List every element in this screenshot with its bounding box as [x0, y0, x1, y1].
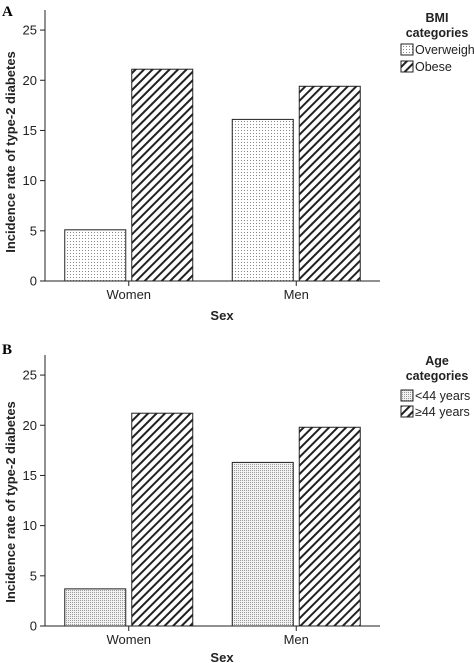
legend-swatch-under-44	[400, 389, 414, 402]
y-tick-label: 10	[23, 173, 37, 188]
bar-men-series-1	[298, 85, 361, 282]
y-tick-label: 25	[23, 23, 37, 38]
y-axis-title: Incidence rate of type-2 diabetes	[3, 51, 18, 253]
y-tick-label: 0	[30, 619, 37, 634]
y-tick-label: 25	[23, 368, 37, 383]
y-tick-label: 20	[23, 73, 37, 88]
legend-label-44-plus: ≥44 years	[415, 405, 470, 419]
bar-men-series-0	[231, 118, 294, 282]
bar-women-series-1	[131, 412, 194, 627]
legend-title-line-1: BMI	[426, 11, 449, 25]
legend-title-line-1: Age	[425, 354, 449, 368]
legend-swatch-obese	[400, 60, 414, 73]
legend-label-obese: Obese	[415, 60, 452, 74]
x-tick-label: Women	[106, 287, 151, 302]
panel-b: B 0 5 10 15 20 25 Women Men Incidence rate of t…	[2, 342, 470, 663]
x-axis-title: Sex	[210, 650, 234, 663]
panel-label: A	[2, 4, 13, 20]
y-axis-title: Incidence rate of type-2 diabetes	[3, 401, 18, 603]
y-tick-label: 20	[23, 418, 37, 433]
legend-swatch-overweight	[400, 43, 414, 56]
legend: BMI categories Overweight Obese	[400, 11, 474, 74]
y-tick-label: 5	[30, 568, 37, 583]
y-tick-label: 5	[30, 223, 37, 238]
bar-men-series-0	[231, 461, 294, 627]
x-axis-title: Sex	[210, 308, 234, 323]
plot-area: 0 5 10 15 20 25 Women Men	[23, 10, 380, 302]
legend-swatch-44-plus	[400, 405, 414, 418]
x-tick-label: Women	[106, 632, 151, 647]
bar-women-series-1	[131, 68, 194, 282]
x-tick-label: Men	[284, 632, 309, 647]
plot-area: 0 5 10 15 20 25 Women Men	[23, 355, 380, 647]
y-tick-label: 0	[30, 274, 37, 289]
bar-women-series-0	[64, 229, 127, 282]
bar-women-series-0	[64, 588, 127, 627]
x-tick-label: Men	[284, 287, 309, 302]
y-tick-label: 15	[23, 468, 37, 483]
legend-title-line-2: categories	[406, 26, 469, 40]
legend-title-line-2: categories	[406, 369, 469, 383]
legend-label-overweight: Overweight	[415, 43, 474, 57]
panel-a: A 0 5 10 15 20 25 Women Men Incidence rate of t…	[2, 4, 474, 323]
y-tick-label: 10	[23, 518, 37, 533]
bar-men-series-1	[298, 426, 361, 627]
legend-label-under-44: <44 years	[415, 389, 470, 403]
legend: Age categories <44 years ≥44 years	[400, 354, 470, 419]
y-tick-label: 15	[23, 123, 37, 138]
panel-label: B	[2, 342, 12, 358]
